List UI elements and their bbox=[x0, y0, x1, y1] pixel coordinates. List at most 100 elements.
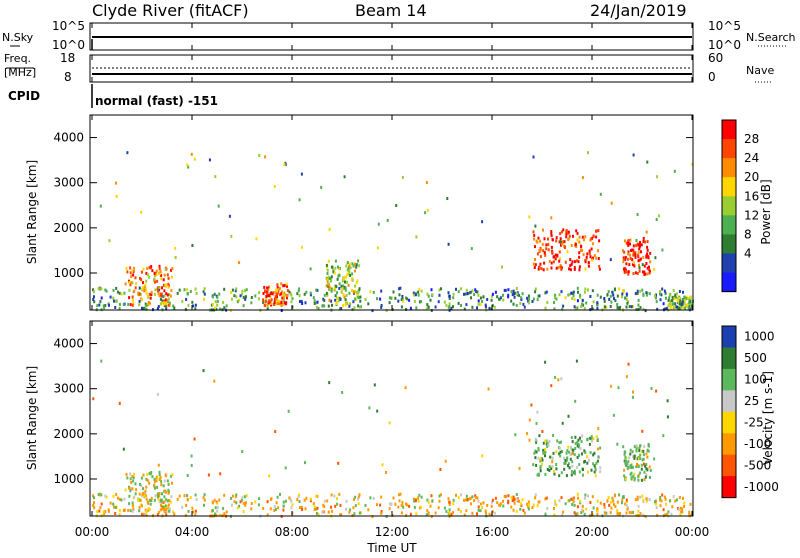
data-cell bbox=[624, 450, 627, 454]
data-cell bbox=[124, 282, 127, 286]
data-cell bbox=[129, 271, 132, 275]
data-cell bbox=[266, 286, 268, 290]
data-cell bbox=[348, 291, 351, 295]
data-cell bbox=[590, 468, 593, 472]
data-cell bbox=[93, 501, 95, 505]
data-cell bbox=[427, 294, 430, 298]
data-cell bbox=[627, 250, 630, 254]
data-cell bbox=[606, 293, 609, 297]
data-cell bbox=[527, 301, 530, 305]
data-cell bbox=[128, 288, 131, 292]
data-cell bbox=[118, 302, 121, 306]
data-cell bbox=[537, 456, 540, 460]
data-cell bbox=[634, 292, 637, 296]
data-cell bbox=[574, 399, 577, 403]
data-cell bbox=[632, 261, 635, 264]
data-cell bbox=[159, 270, 162, 273]
data-cell bbox=[551, 250, 554, 254]
data-cell bbox=[630, 511, 633, 515]
data-cell bbox=[409, 306, 412, 310]
data-cell bbox=[557, 266, 560, 270]
data-cell bbox=[622, 290, 625, 293]
data-cell bbox=[576, 259, 578, 263]
data-cell bbox=[355, 281, 358, 285]
data-cell bbox=[337, 274, 340, 278]
data-cell bbox=[211, 501, 214, 505]
data-cell bbox=[99, 300, 102, 304]
data-cell bbox=[637, 243, 640, 247]
data-cell bbox=[643, 478, 646, 482]
data-cell bbox=[581, 434, 584, 438]
data-cell bbox=[609, 294, 612, 298]
data-cell bbox=[367, 508, 370, 512]
data-cell bbox=[578, 443, 581, 447]
data-cell bbox=[213, 498, 216, 502]
data-cell bbox=[607, 496, 610, 500]
data-cell bbox=[158, 267, 161, 271]
data-cell bbox=[635, 449, 638, 453]
data-cell bbox=[233, 500, 236, 504]
data-cell bbox=[664, 513, 667, 517]
data-cell bbox=[481, 454, 484, 458]
data-cell bbox=[331, 303, 333, 307]
data-cell bbox=[583, 238, 585, 242]
colorbar-segment bbox=[722, 196, 736, 216]
data-cell bbox=[300, 506, 303, 510]
data-cell bbox=[242, 295, 245, 299]
data-cell bbox=[645, 254, 648, 258]
data-cell bbox=[130, 481, 133, 484]
data-cell bbox=[386, 218, 389, 222]
data-cell bbox=[153, 277, 155, 281]
data-cell bbox=[328, 287, 331, 291]
data-cell bbox=[153, 292, 156, 296]
data-cell bbox=[280, 304, 283, 308]
data-cell bbox=[545, 247, 548, 251]
data-cell bbox=[282, 284, 285, 288]
data-cell bbox=[481, 300, 484, 303]
data-cell bbox=[166, 293, 169, 297]
colorbar-tick-label: 20 bbox=[744, 170, 759, 184]
data-cell bbox=[634, 255, 637, 259]
data-cell bbox=[639, 306, 642, 310]
data-cell bbox=[275, 292, 278, 296]
data-cell bbox=[368, 406, 371, 410]
data-cell bbox=[570, 469, 573, 473]
data-cell bbox=[460, 287, 462, 291]
data-cell bbox=[355, 263, 358, 267]
data-cell bbox=[181, 299, 184, 303]
data-cell bbox=[554, 253, 557, 257]
data-cell bbox=[596, 302, 599, 306]
data-cell bbox=[146, 273, 149, 277]
data-cell bbox=[400, 298, 403, 301]
data-cell bbox=[156, 513, 159, 517]
data-cell bbox=[145, 477, 148, 481]
data-cell bbox=[463, 292, 465, 296]
data-cell bbox=[141, 492, 144, 496]
data-cell bbox=[380, 495, 383, 499]
data-cell bbox=[603, 297, 606, 300]
data-cell bbox=[238, 261, 241, 265]
data-cell bbox=[425, 513, 428, 517]
data-cell bbox=[122, 447, 125, 451]
data-cell bbox=[137, 293, 140, 296]
data-cell bbox=[127, 302, 130, 306]
data-cell bbox=[551, 238, 554, 242]
data-cell bbox=[680, 302, 683, 306]
data-cell bbox=[532, 503, 535, 507]
data-cell bbox=[380, 305, 383, 309]
data-cell bbox=[610, 300, 613, 304]
data-cell bbox=[371, 515, 374, 519]
data-cell bbox=[627, 252, 630, 256]
data-cell bbox=[131, 281, 134, 285]
data-cell bbox=[327, 304, 330, 308]
data-cell bbox=[631, 248, 634, 252]
data-cell bbox=[352, 264, 355, 268]
colorbar-segment bbox=[722, 139, 736, 159]
data-cell bbox=[564, 296, 567, 300]
data-cell bbox=[415, 512, 418, 516]
data-cell bbox=[632, 304, 634, 308]
data-cell bbox=[376, 503, 378, 507]
data-cell bbox=[660, 293, 663, 297]
data-cell bbox=[202, 290, 205, 294]
data-cell bbox=[455, 287, 457, 291]
